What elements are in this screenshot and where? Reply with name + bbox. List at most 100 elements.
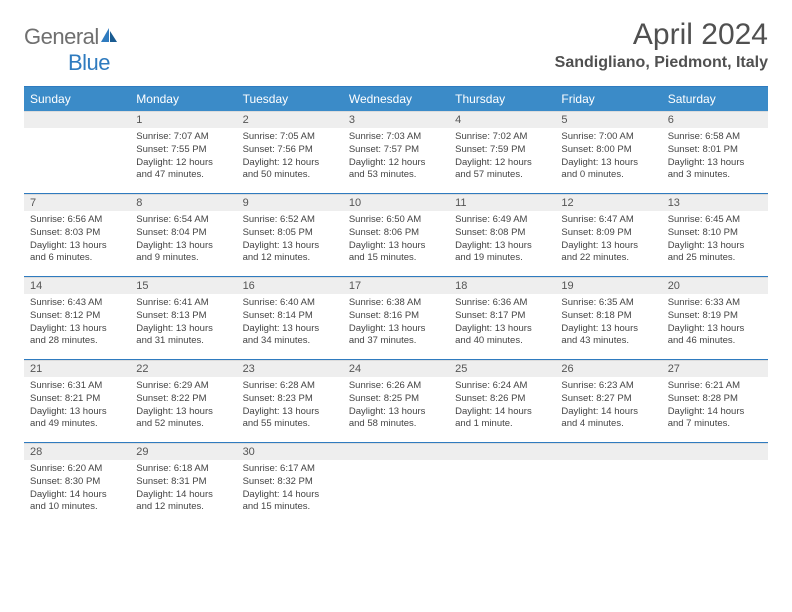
day-details: Sunrise: 7:07 AMSunset: 7:55 PMDaylight:… — [130, 128, 236, 186]
calendar-day-cell: 13Sunrise: 6:45 AMSunset: 8:10 PMDayligh… — [662, 194, 768, 276]
calendar-week-row: 21Sunrise: 6:31 AMSunset: 8:21 PMDayligh… — [24, 360, 768, 442]
sunrise-text: Sunrise: 6:24 AM — [455, 380, 549, 393]
day-number: 7 — [24, 194, 130, 211]
day-number: 4 — [449, 111, 555, 128]
day-number: 1 — [130, 111, 236, 128]
sunset-text: Sunset: 8:17 PM — [455, 310, 549, 323]
calendar-day-cell: 8Sunrise: 6:54 AMSunset: 8:04 PMDaylight… — [130, 194, 236, 276]
sunset-text: Sunset: 8:14 PM — [243, 310, 337, 323]
brand-text-blue: Blue — [68, 50, 110, 76]
day-details: Sunrise: 6:58 AMSunset: 8:01 PMDaylight:… — [662, 128, 768, 186]
calendar-day-cell: 22Sunrise: 6:29 AMSunset: 8:22 PMDayligh… — [130, 360, 236, 442]
day-details: Sunrise: 6:23 AMSunset: 8:27 PMDaylight:… — [555, 377, 661, 435]
sail-icon — [99, 26, 119, 49]
day-details: Sunrise: 6:26 AMSunset: 8:25 PMDaylight:… — [343, 377, 449, 435]
daylight-text: Daylight: 14 hours and 10 minutes. — [30, 489, 124, 515]
daylight-text: Daylight: 13 hours and 40 minutes. — [455, 323, 549, 349]
daylight-text: Daylight: 14 hours and 4 minutes. — [561, 406, 655, 432]
daylight-text: Daylight: 14 hours and 12 minutes. — [136, 489, 230, 515]
day-details: Sunrise: 6:47 AMSunset: 8:09 PMDaylight:… — [555, 211, 661, 269]
daylight-text: Daylight: 13 hours and 9 minutes. — [136, 240, 230, 266]
daylight-text: Daylight: 14 hours and 7 minutes. — [668, 406, 762, 432]
calendar-day-cell: 29Sunrise: 6:18 AMSunset: 8:31 PMDayligh… — [130, 443, 236, 525]
sunset-text: Sunset: 7:59 PM — [455, 144, 549, 157]
daylight-text: Daylight: 13 hours and 49 minutes. — [30, 406, 124, 432]
sunset-text: Sunset: 8:18 PM — [561, 310, 655, 323]
day-number: 20 — [662, 277, 768, 294]
day-details: Sunrise: 6:33 AMSunset: 8:19 PMDaylight:… — [662, 294, 768, 352]
daylight-text: Daylight: 13 hours and 0 minutes. — [561, 157, 655, 183]
calendar-day-cell: 16Sunrise: 6:40 AMSunset: 8:14 PMDayligh… — [237, 277, 343, 359]
calendar-day-cell: 24Sunrise: 6:26 AMSunset: 8:25 PMDayligh… — [343, 360, 449, 442]
daylight-text: Daylight: 13 hours and 15 minutes. — [349, 240, 443, 266]
calendar-day-cell: 6Sunrise: 6:58 AMSunset: 8:01 PMDaylight… — [662, 111, 768, 193]
empty-day-strip — [555, 443, 661, 460]
calendar-day-cell: 21Sunrise: 6:31 AMSunset: 8:21 PMDayligh… — [24, 360, 130, 442]
calendar-day-cell — [555, 443, 661, 525]
day-number: 8 — [130, 194, 236, 211]
sunset-text: Sunset: 8:31 PM — [136, 476, 230, 489]
day-details: Sunrise: 6:41 AMSunset: 8:13 PMDaylight:… — [130, 294, 236, 352]
sunset-text: Sunset: 8:10 PM — [668, 227, 762, 240]
weekday-header: Saturday — [662, 87, 768, 111]
daylight-text: Daylight: 12 hours and 50 minutes. — [243, 157, 337, 183]
weekday-header-row: SundayMondayTuesdayWednesdayThursdayFrid… — [24, 87, 768, 111]
sunrise-text: Sunrise: 6:52 AM — [243, 214, 337, 227]
calendar-day-cell: 9Sunrise: 6:52 AMSunset: 8:05 PMDaylight… — [237, 194, 343, 276]
day-details: Sunrise: 6:43 AMSunset: 8:12 PMDaylight:… — [24, 294, 130, 352]
sunrise-text: Sunrise: 7:02 AM — [455, 131, 549, 144]
day-number: 14 — [24, 277, 130, 294]
day-number: 30 — [237, 443, 343, 460]
calendar-day-cell: 5Sunrise: 7:00 AMSunset: 8:00 PMDaylight… — [555, 111, 661, 193]
sunrise-text: Sunrise: 6:21 AM — [668, 380, 762, 393]
daylight-text: Daylight: 14 hours and 1 minute. — [455, 406, 549, 432]
calendar-day-cell: 19Sunrise: 6:35 AMSunset: 8:18 PMDayligh… — [555, 277, 661, 359]
empty-day-strip — [343, 443, 449, 460]
day-details: Sunrise: 6:29 AMSunset: 8:22 PMDaylight:… — [130, 377, 236, 435]
calendar-day-cell: 23Sunrise: 6:28 AMSunset: 8:23 PMDayligh… — [237, 360, 343, 442]
day-details: Sunrise: 6:20 AMSunset: 8:30 PMDaylight:… — [24, 460, 130, 518]
daylight-text: Daylight: 13 hours and 58 minutes. — [349, 406, 443, 432]
calendar-day-cell — [24, 111, 130, 193]
sunrise-text: Sunrise: 6:47 AM — [561, 214, 655, 227]
day-details: Sunrise: 7:05 AMSunset: 7:56 PMDaylight:… — [237, 128, 343, 186]
weekday-header: Sunday — [24, 87, 130, 111]
sunset-text: Sunset: 8:28 PM — [668, 393, 762, 406]
sunset-text: Sunset: 8:03 PM — [30, 227, 124, 240]
calendar-day-cell: 11Sunrise: 6:49 AMSunset: 8:08 PMDayligh… — [449, 194, 555, 276]
calendar-week-row: 7Sunrise: 6:56 AMSunset: 8:03 PMDaylight… — [24, 194, 768, 276]
daylight-text: Daylight: 12 hours and 47 minutes. — [136, 157, 230, 183]
day-number: 11 — [449, 194, 555, 211]
sunset-text: Sunset: 8:27 PM — [561, 393, 655, 406]
sunset-text: Sunset: 8:04 PM — [136, 227, 230, 240]
empty-day-strip — [449, 443, 555, 460]
sunset-text: Sunset: 8:01 PM — [668, 144, 762, 157]
day-details: Sunrise: 6:24 AMSunset: 8:26 PMDaylight:… — [449, 377, 555, 435]
daylight-text: Daylight: 13 hours and 3 minutes. — [668, 157, 762, 183]
calendar-day-cell: 2Sunrise: 7:05 AMSunset: 7:56 PMDaylight… — [237, 111, 343, 193]
weekday-header: Monday — [130, 87, 236, 111]
daylight-text: Daylight: 13 hours and 22 minutes. — [561, 240, 655, 266]
calendar-day-cell: 28Sunrise: 6:20 AMSunset: 8:30 PMDayligh… — [24, 443, 130, 525]
sunrise-text: Sunrise: 6:28 AM — [243, 380, 337, 393]
weekday-header: Friday — [555, 87, 661, 111]
daylight-text: Daylight: 13 hours and 28 minutes. — [30, 323, 124, 349]
sunrise-text: Sunrise: 6:18 AM — [136, 463, 230, 476]
day-number: 17 — [343, 277, 449, 294]
brand-logo: General — [24, 24, 121, 50]
sunset-text: Sunset: 8:12 PM — [30, 310, 124, 323]
brand-text-gray: General — [24, 24, 99, 50]
empty-day-strip — [24, 111, 130, 128]
daylight-text: Daylight: 12 hours and 57 minutes. — [455, 157, 549, 183]
day-details: Sunrise: 6:50 AMSunset: 8:06 PMDaylight:… — [343, 211, 449, 269]
day-number: 27 — [662, 360, 768, 377]
day-number: 9 — [237, 194, 343, 211]
calendar-page: General April 2024 Sandigliano, Piedmont… — [0, 0, 792, 525]
calendar-day-cell: 3Sunrise: 7:03 AMSunset: 7:57 PMDaylight… — [343, 111, 449, 193]
weekday-header: Thursday — [449, 87, 555, 111]
sunrise-text: Sunrise: 6:50 AM — [349, 214, 443, 227]
sunrise-text: Sunrise: 6:40 AM — [243, 297, 337, 310]
day-details: Sunrise: 6:36 AMSunset: 8:17 PMDaylight:… — [449, 294, 555, 352]
sunrise-text: Sunrise: 6:23 AM — [561, 380, 655, 393]
day-number: 19 — [555, 277, 661, 294]
